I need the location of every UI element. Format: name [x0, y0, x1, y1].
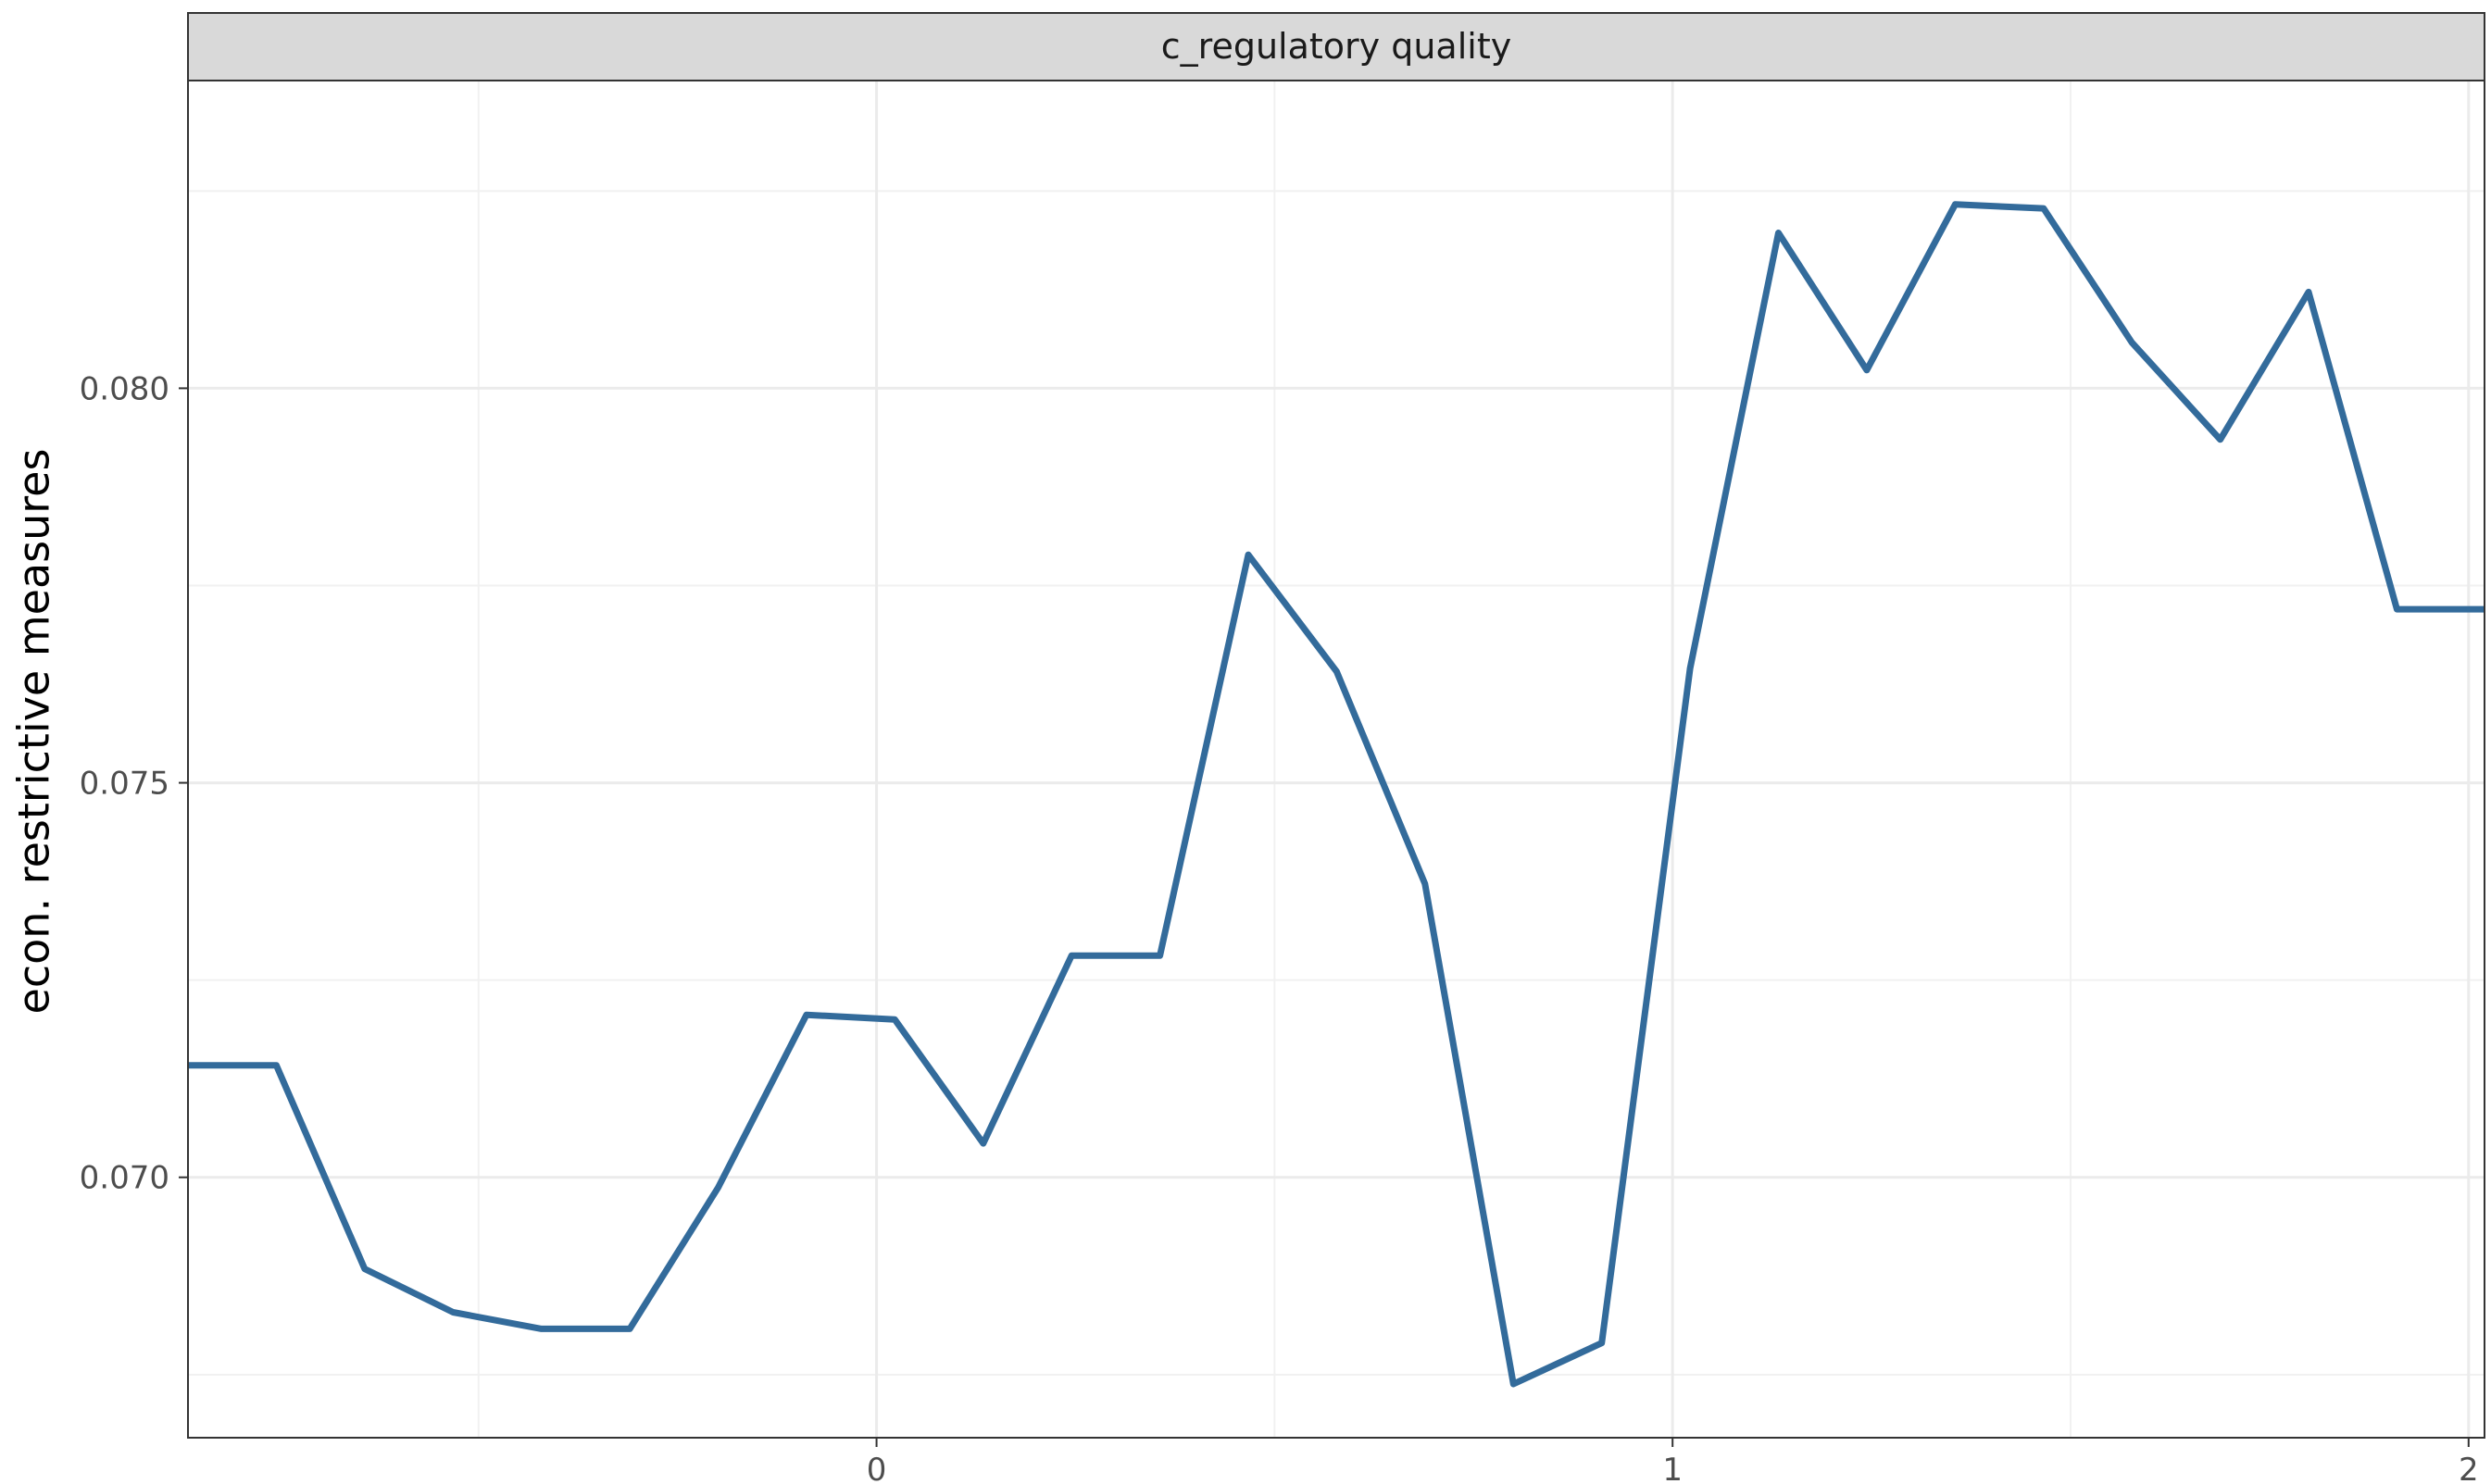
x-tick-label: 0: [867, 1452, 887, 1484]
facet-strip-background: [187, 12, 2485, 81]
series-group: [188, 201, 2485, 1388]
y-tick-label: 0.075: [80, 766, 169, 803]
axes: 0 1 2 0.070 0.075 0.080: [80, 370, 2479, 1484]
facet-label: c_regulatory quality: [1161, 26, 1511, 67]
grid-lines: [188, 81, 2485, 1438]
x-tick-label: 1: [1662, 1452, 1683, 1484]
panel-border: [187, 80, 2485, 1439]
x-tick-label: 2: [2459, 1452, 2479, 1484]
y-tick-label: 0.070: [80, 1160, 169, 1197]
series-line: [188, 201, 2485, 1388]
y-tick-label: 0.080: [80, 370, 169, 407]
y-axis-title: econ. restrictive measures: [9, 449, 59, 1015]
facet-strip: c_regulatory quality: [187, 12, 2485, 81]
